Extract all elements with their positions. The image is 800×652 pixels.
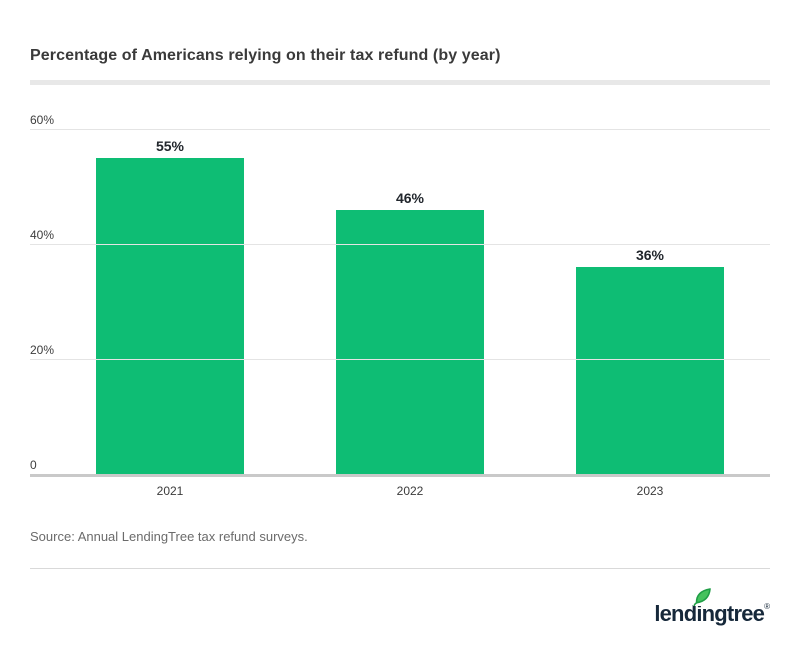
logo-row: lendingtree® [30,587,770,627]
title-divider [30,80,770,85]
x-tick-label-2022: 2022 [396,484,424,498]
bar-value-label: 46% [395,189,425,206]
bar-group-2022: 46% [290,129,530,474]
source-note: Source: Annual LendingTree tax refund su… [30,529,308,544]
bars-row: 55% 46% 36% [50,129,770,474]
plot-area: 55% 46% 36% 60% 40% 20% 0 [30,109,770,477]
chart-title: Percentage of Americans relying on their… [30,47,501,64]
bar-group-2023: 36% [530,129,770,474]
x-tick-label-2021: 2021 [156,484,184,498]
leaf-icon [693,587,713,607]
footer-divider [30,568,770,569]
bar-chart: 55% 46% 36% 60% 40% 20% 0 2021 2022 2023 [30,109,770,498]
bar [96,157,244,474]
bar-value-label: 55% [155,137,185,154]
lendingtree-logo: lendingtree® [654,587,770,627]
bar-value-label: 36% [635,247,665,263]
bar [576,267,724,474]
x-tick-label-2023: 2023 [636,484,664,498]
y-tick-label-60: 60% [30,113,55,127]
gridline-40 [30,244,770,245]
gridline-60 [30,129,770,130]
y-tick-label-0: 0 [30,458,37,472]
registered-mark: ® [764,602,770,611]
x-axis-labels: 2021 2022 2023 [50,477,770,498]
bar-group-2021: 55% [50,129,290,474]
bar [336,209,484,474]
y-tick-label-20: 20% [30,343,55,357]
y-tick-label-40: 40% [30,228,55,242]
gridline-20 [30,359,770,360]
